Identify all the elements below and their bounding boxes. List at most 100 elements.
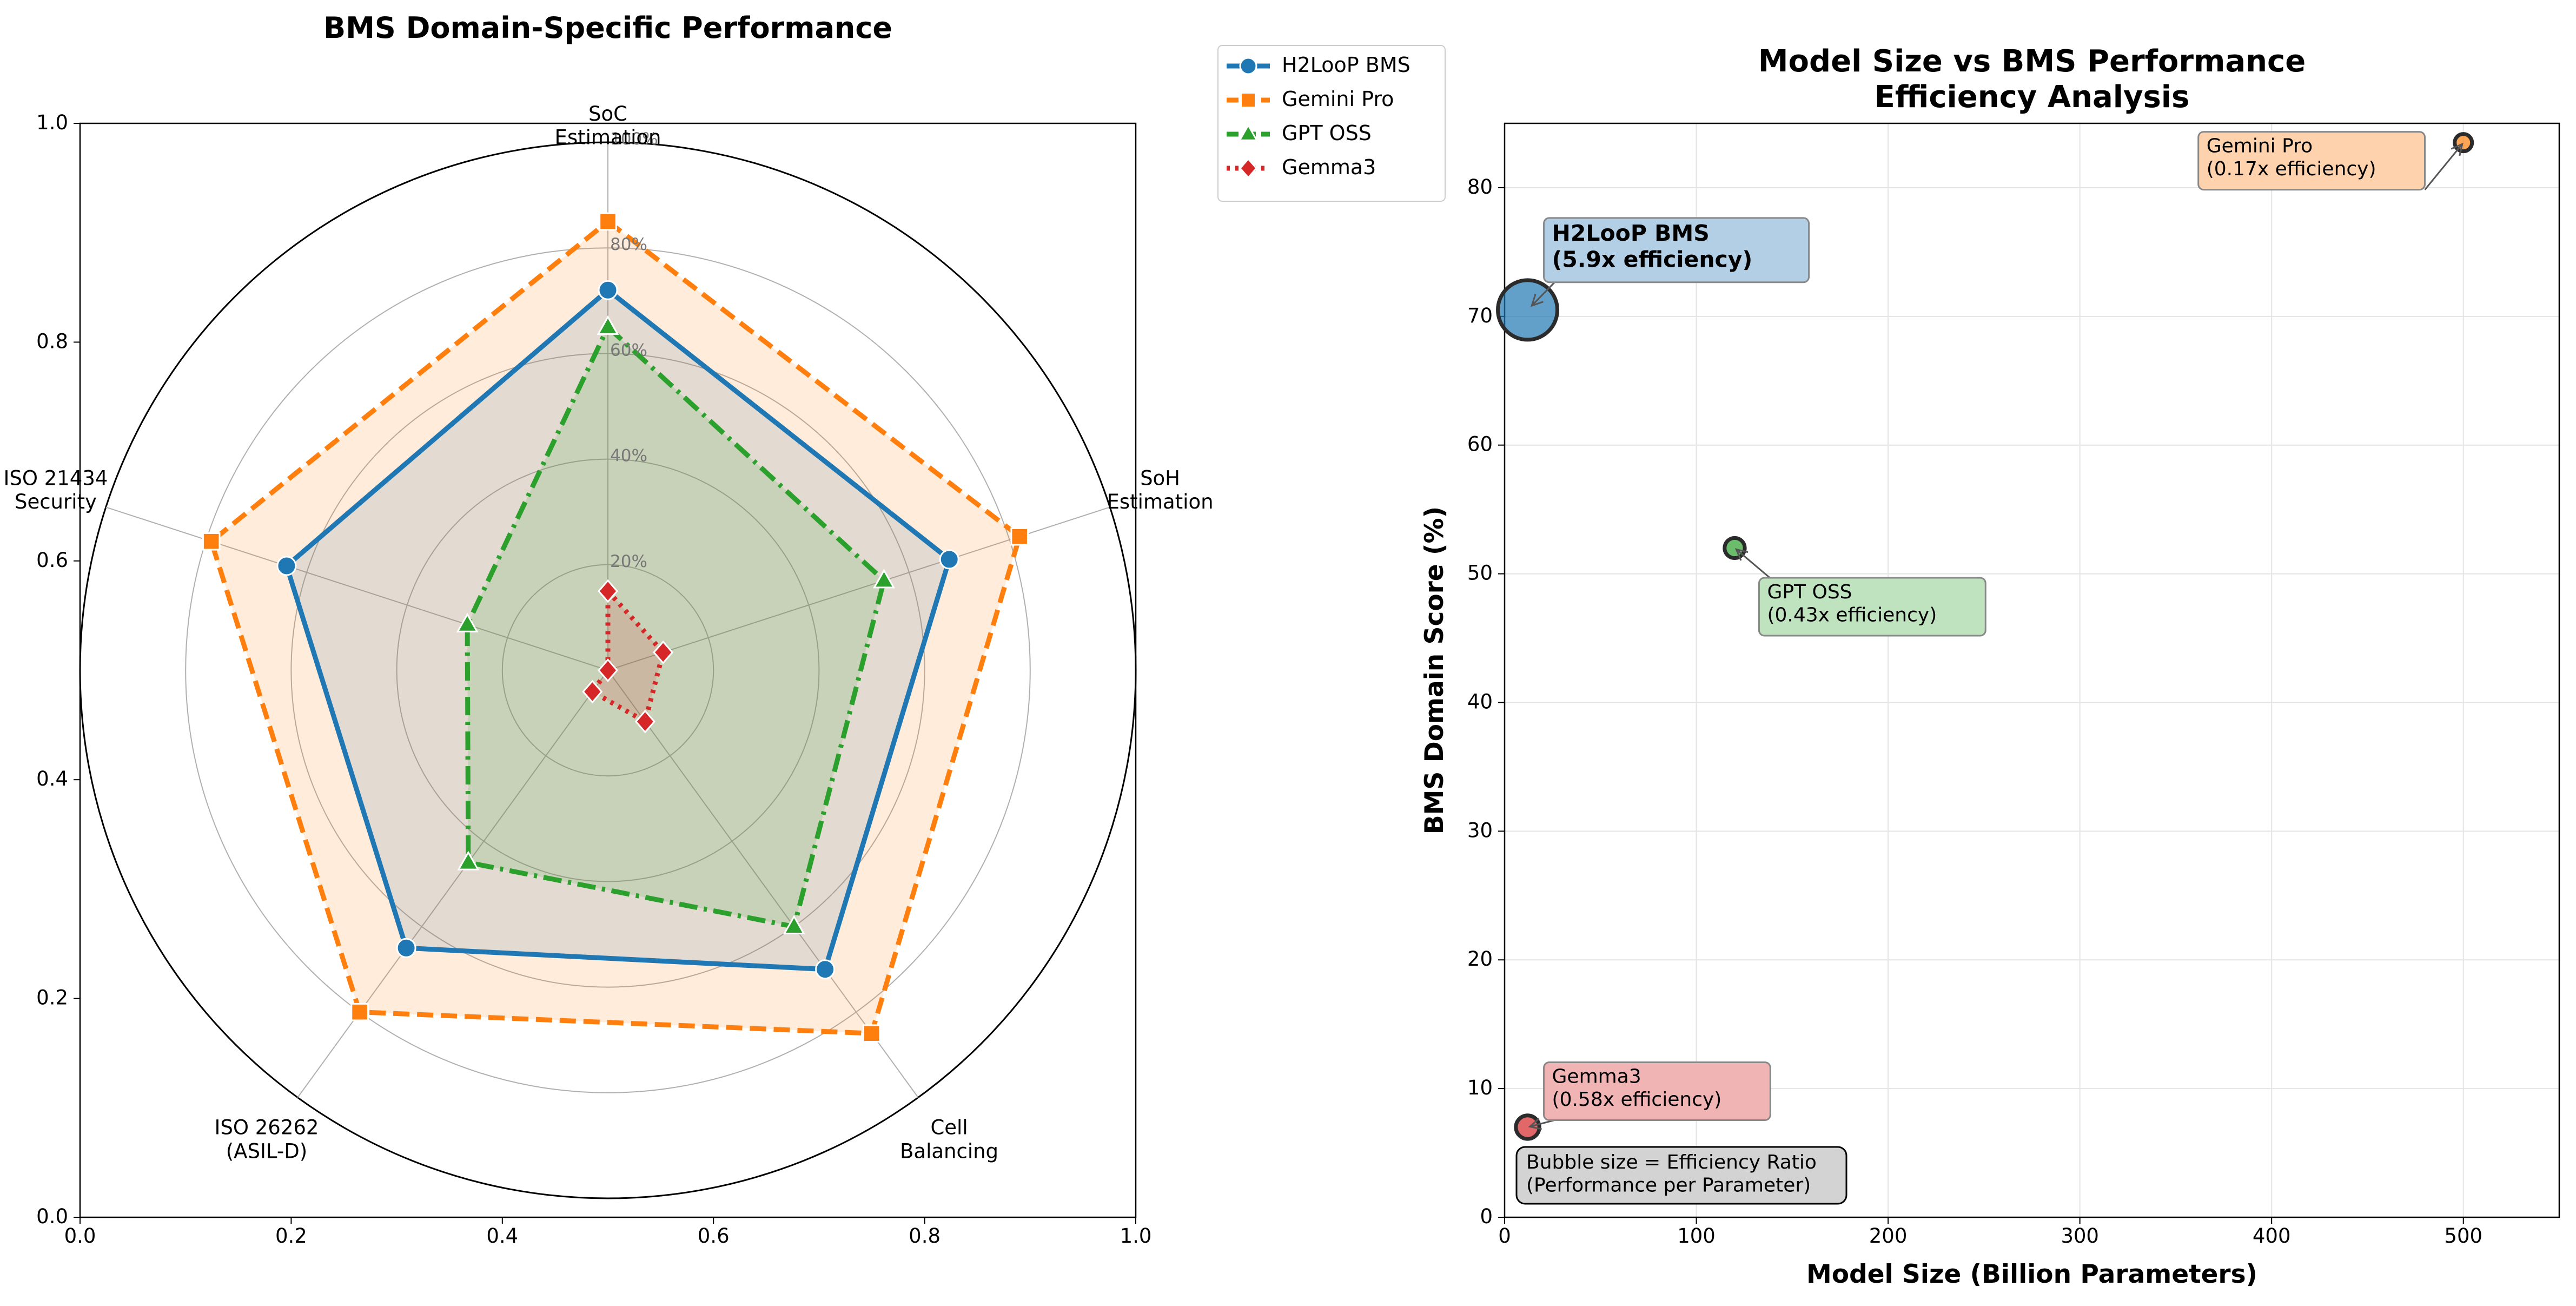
radial-tick-label: 20% xyxy=(610,552,647,571)
annotation-label-1: Gemini Pro (0.17x efficiency) xyxy=(2207,135,2376,180)
category-label: SoC Estimation xyxy=(554,102,661,149)
bubble-3 xyxy=(1514,1113,1541,1141)
scatter-title: Model Size vs BMS Performance Efficiency … xyxy=(1758,44,2306,115)
series-marker xyxy=(456,612,479,632)
series-marker xyxy=(582,680,603,704)
category-label: ISO 26262 (ASIL-D) xyxy=(214,1116,319,1163)
note-box xyxy=(1515,1146,1847,1205)
series-line-2 xyxy=(465,323,887,929)
arrow-head xyxy=(1530,294,1544,307)
scatter-axes-frame xyxy=(1504,122,2560,1218)
note-text: Bubble size = Efficiency Ratio (Performan… xyxy=(1526,1151,1817,1196)
x-tick-label: 0.8 xyxy=(909,1224,941,1248)
series-line-3 xyxy=(588,584,666,725)
annotation-box-3 xyxy=(1543,1061,1771,1121)
legend: H2LooP BMS Gemini Pro GPT OSS Gemma3 xyxy=(1217,45,1446,202)
radial-spoke xyxy=(297,670,608,1098)
series-marker xyxy=(597,315,619,335)
y-tick-label: 0.2 xyxy=(36,986,68,1009)
x-tick-label: 0 xyxy=(1498,1224,1511,1248)
x-tick-label: 100 xyxy=(1677,1224,1716,1248)
x-tick-label: 500 xyxy=(2444,1224,2482,1248)
x-tick-label: 0.4 xyxy=(486,1224,518,1248)
x-tick-label: 200 xyxy=(1869,1224,1908,1248)
x-tick-label: 1.0 xyxy=(1120,1224,1152,1248)
annotation-arrow-1 xyxy=(2424,142,2464,190)
radial-spoke xyxy=(105,506,608,671)
annotation-box-0 xyxy=(1543,217,1810,283)
arrow-shaft xyxy=(2424,143,2463,190)
scatter-chart: Model Size vs BMS Performance Efficiency … xyxy=(1420,44,2560,1289)
radial-tick-label: 100% xyxy=(610,129,658,149)
series-marker xyxy=(939,549,959,570)
series-marker xyxy=(598,579,618,603)
category-label: SoH Estimation xyxy=(1107,466,1214,513)
legend-swatch-marker xyxy=(1239,157,1257,179)
y-axis-label: BMS Domain Score (%) xyxy=(1420,506,1449,834)
y-tick-label: 0.6 xyxy=(36,548,68,571)
x-tick-label: 0.2 xyxy=(275,1224,307,1248)
y-tick-label: 30 xyxy=(1467,819,1493,842)
series-marker xyxy=(815,959,836,980)
y-tick-label: 50 xyxy=(1467,561,1493,584)
y-tick-label: 80 xyxy=(1467,175,1493,198)
legend-swatch-marker xyxy=(1238,123,1259,141)
radial-tick-label: 60% xyxy=(610,340,647,360)
legend-item-label: H2LooP BMS xyxy=(1282,53,1410,77)
x-tick-label: 0.0 xyxy=(64,1224,96,1248)
annotation-arrow-3 xyxy=(1528,1118,1555,1130)
radial-tick-label: 80% xyxy=(610,235,647,254)
series-fill-0 xyxy=(286,290,950,969)
series-fill-2 xyxy=(467,327,884,927)
arrow-head xyxy=(1528,1118,1542,1130)
annotation-box-1 xyxy=(2197,131,2426,191)
series-marker xyxy=(396,938,416,958)
y-tick-label: 0.8 xyxy=(36,329,68,353)
legend-item-label: Gemini Pro xyxy=(1282,87,1394,111)
annotation-label-0: H2LooP BMS (5.9x efficiency) xyxy=(1552,220,1753,272)
radar-chart: BMS Domain-Specific Performance 0.00.0 0.2… xyxy=(3,11,1213,1248)
series-marker xyxy=(457,850,480,870)
series-marker xyxy=(598,280,618,300)
series-marker xyxy=(202,532,221,551)
legend-item-label: GPT OSS xyxy=(1282,121,1372,145)
arrow-shaft xyxy=(1531,281,1555,307)
category-label: ISO 21434 Security xyxy=(3,466,108,513)
category-label: Cell Balancing xyxy=(900,1116,998,1163)
annotation-arrow-2 xyxy=(1734,548,1771,579)
y-tick-label: 70 xyxy=(1467,304,1493,327)
y-tick-label: 10 xyxy=(1467,1076,1493,1099)
y-tick-label: 0 xyxy=(1480,1205,1493,1228)
arrow-shaft xyxy=(1736,549,1771,579)
x-tick-label: 300 xyxy=(2061,1224,2099,1248)
series-line-1 xyxy=(208,218,1023,1036)
series-marker xyxy=(873,569,895,589)
y-tick-label: 0.4 xyxy=(36,767,68,790)
arrow-head xyxy=(2451,142,2464,156)
y-tick-label: 40 xyxy=(1467,690,1493,713)
legend-swatch-marker xyxy=(1239,57,1257,75)
annotation-box-2 xyxy=(1758,577,1986,637)
legend-swatch-marker xyxy=(1240,92,1256,108)
series-marker xyxy=(599,212,617,231)
y-tick-label: 20 xyxy=(1467,947,1493,971)
series-marker xyxy=(653,640,674,664)
annotation-arrow-0 xyxy=(1530,281,1555,307)
series-marker xyxy=(1010,527,1029,546)
bubble-2 xyxy=(1723,536,1747,560)
radar-title: BMS Domain-Specific Performance xyxy=(323,11,892,45)
series-marker xyxy=(634,709,655,734)
y-tick-label: 1.0 xyxy=(36,111,68,134)
series-marker xyxy=(598,658,618,682)
series-marker xyxy=(350,1002,369,1021)
series-line-0 xyxy=(283,287,952,972)
radial-tick-label: 40% xyxy=(610,446,647,466)
arrow-head xyxy=(1734,548,1749,561)
annotation-label-3: Gemma3 (0.58x efficiency) xyxy=(1552,1065,1722,1110)
annotation-label-2: GPT OSS (0.43x efficiency) xyxy=(1767,581,1937,626)
series-marker xyxy=(862,1024,881,1043)
x-tick-label: 400 xyxy=(2253,1224,2291,1248)
y-tick-label: 0.0 xyxy=(36,1205,68,1228)
series-marker xyxy=(783,915,805,935)
